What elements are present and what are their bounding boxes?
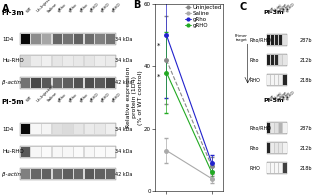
Bar: [20, 146, 116, 158]
Bar: [85, 124, 94, 134]
Bar: [63, 78, 72, 88]
Text: gRho: gRho: [79, 3, 89, 13]
Bar: [85, 147, 94, 157]
Text: RHO: RHO: [249, 166, 260, 170]
Text: gRho: gRho: [79, 93, 89, 103]
Bar: [95, 56, 105, 66]
Bar: [42, 56, 51, 66]
Text: 34 kDa: 34 kDa: [115, 37, 132, 42]
Text: 212bp: 212bp: [300, 145, 312, 151]
Text: gRho: gRho: [281, 91, 291, 101]
Bar: [267, 142, 287, 154]
Bar: [20, 77, 116, 89]
Bar: [275, 35, 278, 45]
Text: WT: WT: [25, 96, 33, 103]
Legend: Uninjected, Saline, gRho, gRHO: Uninjected, Saline, gRho, gRHO: [185, 5, 222, 27]
Text: Un-Injected: Un-Injected: [36, 0, 56, 13]
Bar: [21, 169, 30, 179]
Text: gRHO: gRHO: [100, 92, 111, 103]
Bar: [279, 163, 282, 173]
Text: Rho: Rho: [249, 58, 259, 63]
Bar: [74, 124, 83, 134]
Bar: [267, 34, 287, 46]
Text: PI-3m: PI-3m: [2, 10, 24, 16]
Bar: [95, 34, 105, 44]
Text: β-actin: β-actin: [2, 172, 21, 177]
Bar: [271, 123, 274, 133]
Text: C: C: [240, 2, 247, 12]
Bar: [53, 147, 62, 157]
Bar: [275, 143, 278, 153]
Bar: [267, 54, 287, 66]
Bar: [267, 122, 287, 134]
Text: gRHO: gRHO: [100, 2, 111, 13]
Y-axis label: Relative expression
protein (1D4)
(% of WT control): Relative expression protein (1D4) (% of …: [126, 67, 143, 128]
Text: Saline: Saline: [47, 91, 58, 103]
Text: 1D4: 1D4: [2, 37, 13, 42]
Bar: [275, 75, 278, 85]
Bar: [271, 75, 274, 85]
Text: 34 kDa: 34 kDa: [115, 58, 132, 64]
Bar: [271, 143, 274, 153]
Bar: [53, 34, 62, 44]
Bar: [32, 34, 41, 44]
Bar: [106, 56, 115, 66]
Bar: [283, 55, 286, 65]
Bar: [20, 55, 116, 67]
Bar: [42, 124, 51, 134]
Bar: [20, 168, 116, 180]
Bar: [42, 34, 51, 44]
Text: gRHO: gRHO: [285, 2, 296, 13]
Bar: [85, 169, 94, 179]
Bar: [275, 163, 278, 173]
Bar: [74, 78, 83, 88]
Text: Un-Injected: Un-Injected: [36, 84, 56, 103]
Text: gRho: gRho: [68, 93, 78, 103]
Bar: [74, 147, 83, 157]
Bar: [271, 35, 274, 45]
Bar: [53, 56, 62, 66]
Bar: [283, 35, 286, 45]
Bar: [21, 124, 30, 134]
Bar: [279, 143, 282, 153]
Bar: [21, 147, 30, 157]
Bar: [283, 163, 286, 173]
Text: *: *: [157, 74, 160, 80]
Bar: [95, 169, 105, 179]
Text: RHO: RHO: [249, 78, 260, 82]
Bar: [32, 78, 41, 88]
Bar: [271, 55, 274, 65]
Bar: [32, 147, 41, 157]
Bar: [63, 34, 72, 44]
Text: Rho: Rho: [249, 145, 259, 151]
Bar: [42, 147, 51, 157]
Bar: [275, 55, 278, 65]
Text: 287bp: 287bp: [300, 38, 312, 43]
Bar: [267, 75, 270, 85]
Bar: [267, 123, 270, 133]
Text: 1D4: 1D4: [2, 127, 13, 132]
Text: Hu-RHO: Hu-RHO: [2, 58, 24, 64]
Text: Saline: Saline: [277, 2, 289, 13]
Bar: [85, 34, 94, 44]
Bar: [267, 55, 270, 65]
Bar: [106, 147, 115, 157]
Bar: [63, 147, 72, 157]
Bar: [20, 123, 116, 136]
Text: 34 kDa: 34 kDa: [115, 127, 132, 132]
Text: Rho/RHO: Rho/RHO: [249, 126, 271, 131]
Text: Uninj: Uninj: [273, 3, 283, 13]
Text: PI-5m: PI-5m: [2, 99, 24, 105]
Text: gRho: gRho: [57, 3, 68, 13]
Bar: [267, 162, 287, 174]
Text: 42 kDa: 42 kDa: [115, 80, 132, 85]
Text: gRHO: gRHO: [285, 90, 296, 101]
Bar: [85, 78, 94, 88]
Text: WT: WT: [269, 94, 276, 101]
Text: Saline: Saline: [47, 2, 58, 13]
Text: 42 kDa: 42 kDa: [115, 172, 132, 177]
Bar: [53, 124, 62, 134]
Text: gRho: gRho: [281, 3, 291, 13]
Bar: [20, 33, 116, 45]
Bar: [106, 169, 115, 179]
